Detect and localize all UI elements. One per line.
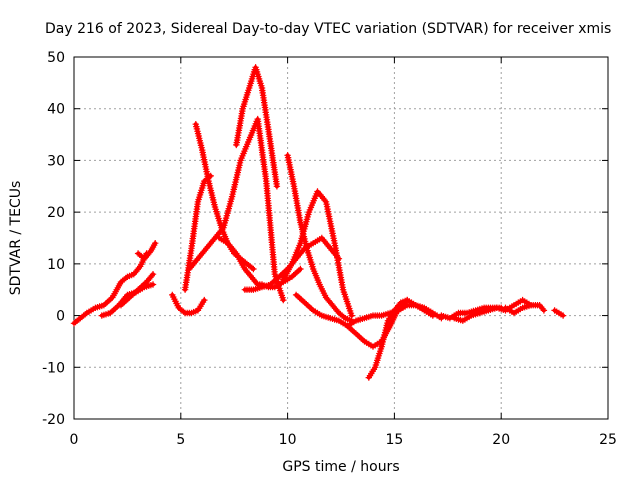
series-track-8: [186, 115, 287, 304]
x-axis-label: GPS time / hours: [282, 459, 399, 475]
x-tick-label: 20: [492, 432, 510, 448]
grid-layer: [74, 57, 608, 419]
series-track-5: [169, 291, 208, 317]
tick-layer: 0 5 10 15 20 25 -20 -10 0 10 20 30 40 50: [42, 50, 617, 448]
series-markers: [551, 307, 567, 319]
series-markers: [412, 302, 445, 322]
x-tick-label: 15: [385, 432, 403, 448]
series-markers: [233, 64, 281, 190]
series-track-12: [284, 152, 355, 324]
series-markers: [451, 304, 501, 324]
series-track-22: [551, 307, 567, 319]
y-axis-label: SDTVAR / TECUs: [8, 181, 24, 296]
plot-frame: [73, 56, 609, 420]
series-track-19: [451, 304, 501, 324]
series-markers: [134, 240, 159, 262]
y-tick-label: -20: [42, 412, 65, 428]
series-layer: [70, 64, 567, 381]
y-tick-label: -10: [42, 360, 65, 376]
y-tick-label: 30: [47, 153, 65, 169]
series-line: [281, 189, 354, 318]
y-tick-label: 0: [56, 309, 65, 325]
series-track-21: [502, 302, 535, 317]
series-markers: [186, 115, 287, 304]
series-track-10: [233, 64, 281, 190]
x-tick-label: 10: [279, 432, 297, 448]
series-track-15: [365, 296, 411, 381]
series-markers: [502, 302, 535, 317]
series-track-3: [134, 240, 159, 262]
y-tick-label: 20: [47, 205, 65, 221]
series-track-13: [280, 188, 355, 319]
series-markers: [181, 172, 214, 293]
series-markers: [280, 188, 355, 319]
y-tick-label: 50: [47, 50, 65, 66]
y-tick-label: 10: [47, 257, 65, 273]
x-tick-label: 5: [176, 432, 185, 448]
series-track-17: [412, 302, 445, 322]
series-markers: [169, 291, 208, 317]
series-markers: [117, 271, 157, 309]
y-tick-label: 40: [47, 102, 65, 118]
series-track-4: [117, 271, 157, 309]
series-markers: [70, 250, 150, 327]
x-tick-label: 25: [599, 432, 617, 448]
chart-title: Day 216 of 2023, Sidereal Day-to-day VTE…: [45, 21, 611, 37]
series-track-1: [70, 250, 150, 327]
x-tick-label: 0: [70, 432, 79, 448]
